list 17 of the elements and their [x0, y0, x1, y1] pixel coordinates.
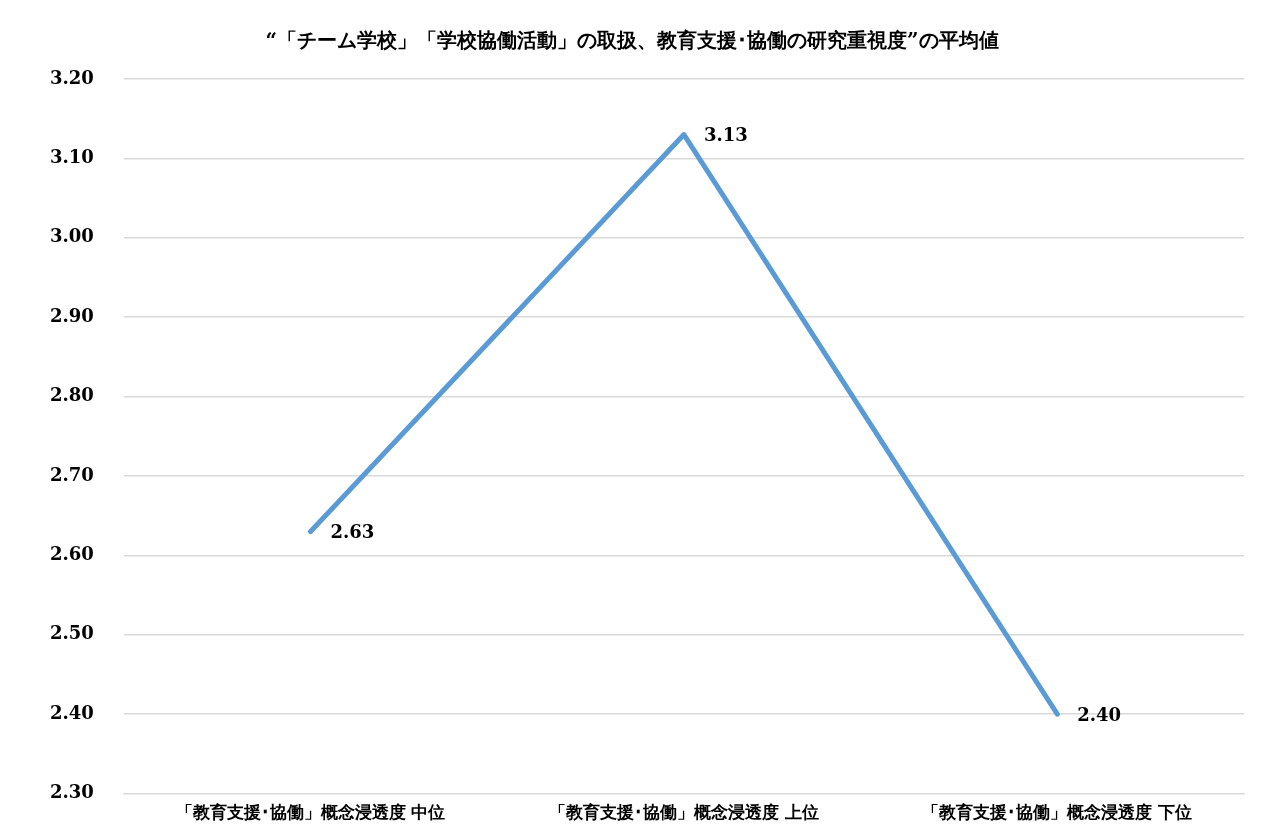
- text: 3.13: [703, 124, 748, 146]
- x-tick-label: 「教育支援･協働」概念浸透度 上位: [548, 802, 819, 823]
- x-tick-label: 「教育支援･協働」概念浸透度 中位: [175, 802, 446, 823]
- text: 2.63: [330, 521, 375, 543]
- y-tick-label: 2.70: [50, 463, 94, 485]
- y-tick-label: 3.20: [50, 66, 94, 88]
- y-tick-label: 2.50: [50, 622, 94, 644]
- chart-title: “「チーム学校」「学校協働活動」の取扱、教育支援･協働の研究重視度”の平均値: [265, 28, 999, 53]
- y-tick-label: 2.90: [50, 304, 94, 326]
- y-tick-label: 2.40: [50, 701, 94, 723]
- text: 2.40: [1077, 703, 1122, 725]
- y-tick-label: 2.30: [50, 781, 94, 803]
- y-tick-label: 3.00: [50, 225, 94, 247]
- y-tick-label: 3.10: [50, 146, 94, 168]
- y-tick-label: 2.60: [50, 543, 94, 565]
- x-tick-label: 「教育支援･協働」概念浸透度 下位: [922, 802, 1193, 823]
- y-tick-label: 2.80: [50, 384, 94, 406]
